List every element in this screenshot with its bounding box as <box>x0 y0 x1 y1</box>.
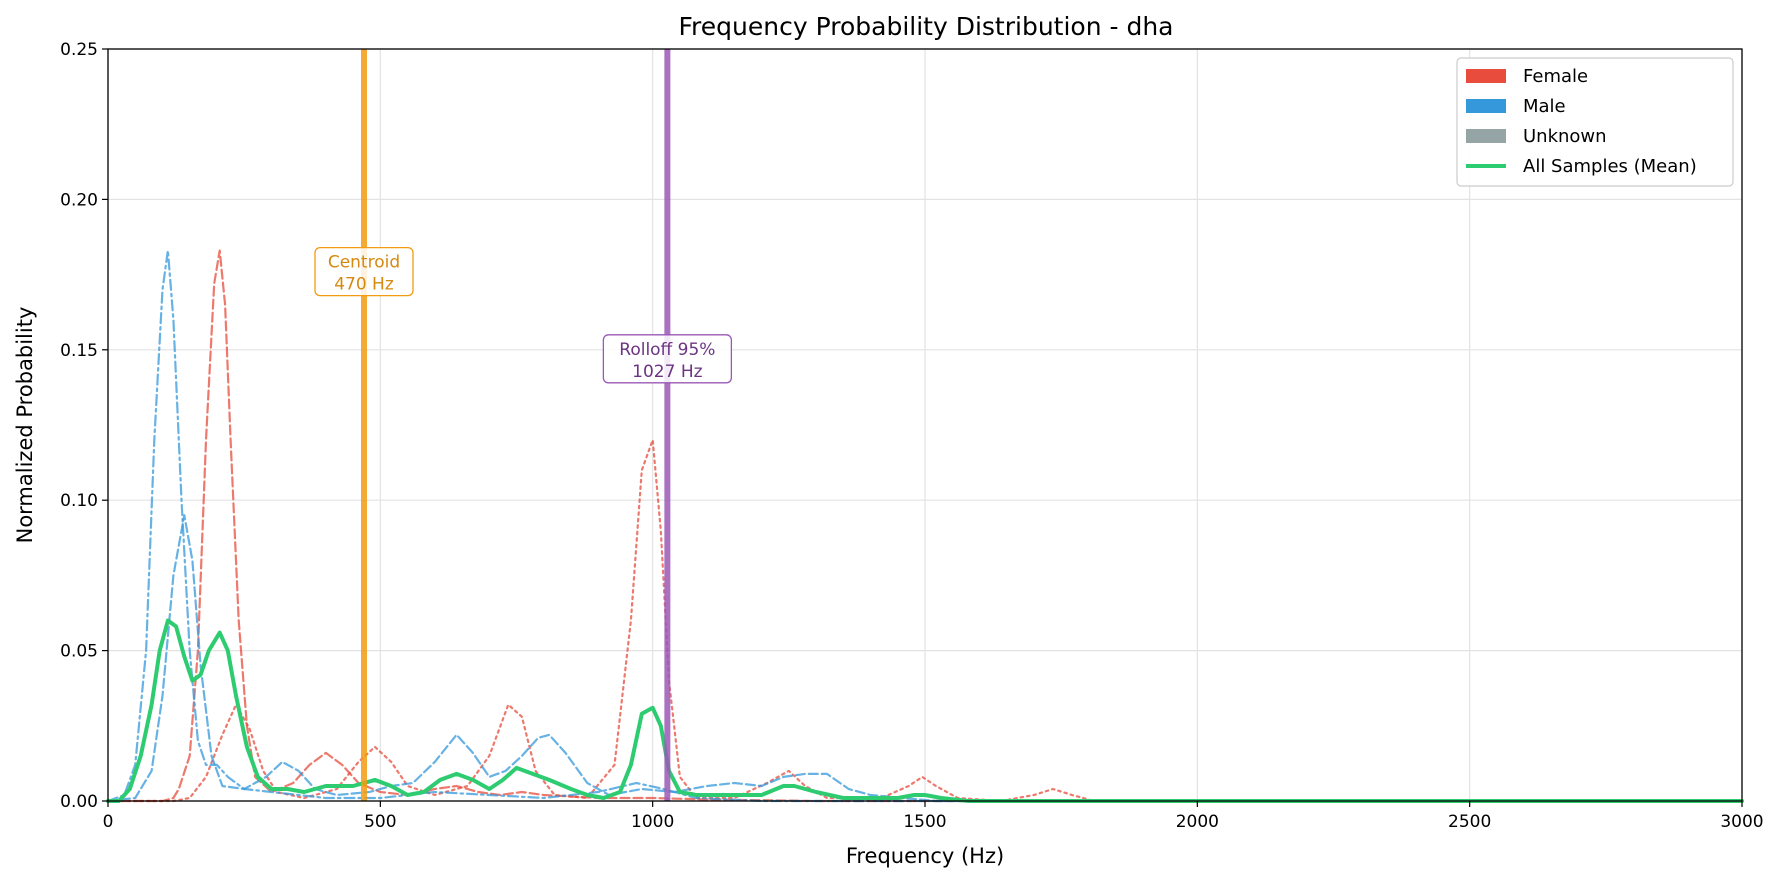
x-tick-label: 1000 <box>631 812 674 832</box>
rolloff-annotation-box <box>602 334 733 384</box>
legend: Female Male Unknown All Samples (Mean) <box>1456 57 1734 187</box>
centroid-annotation-box <box>314 246 414 297</box>
x-tick-label: 500 <box>364 812 396 832</box>
legend-label-all-samples-mean: All Samples (Mean) <box>1523 156 1697 177</box>
series-line-male-dashdot <box>106 249 1744 803</box>
y-tick-label: 0.05 <box>60 642 98 662</box>
y-tick-label: 0.15 <box>60 341 98 361</box>
axis-layer: 0 500 1000 1500 2000 2500 3000 0.00 0.05 0.10 0.15… <box>60 40 1763 832</box>
rolloff-label: Rolloff 95% <box>619 340 715 360</box>
legend-label-male: Male <box>1523 96 1566 117</box>
legend-swatch-female <box>1466 69 1506 83</box>
x-tick-label: 0 <box>103 812 114 832</box>
x-tick-label: 2000 <box>1176 812 1219 832</box>
series-line-male-dashed <box>106 514 1744 803</box>
rolloff-annotation: Rolloff 95%1027 Hz <box>602 334 733 384</box>
legend-box <box>1456 57 1734 187</box>
x-axis-label: Frequency (Hz) <box>846 844 1004 868</box>
y-axis-label: Normalized Probability <box>13 307 37 544</box>
series-line-female-dotted <box>106 438 1744 803</box>
series-line-all-samples-mean-solid <box>106 618 1744 803</box>
rolloff-value-label: 1027 Hz <box>632 362 702 382</box>
centroid-label: Centroid <box>328 253 400 273</box>
y-tick-label: 0.25 <box>60 40 98 60</box>
x-tick-label: 3000 <box>1720 812 1763 832</box>
x-tick-label: 2500 <box>1448 812 1491 832</box>
legend-label-unknown: Unknown <box>1523 126 1607 147</box>
legend-label-female: Female <box>1523 66 1588 87</box>
y-tick-label: 0.20 <box>60 190 98 210</box>
x-tick-label: 1500 <box>903 812 946 832</box>
centroid-value-label: 470 Hz <box>334 275 394 295</box>
y-tick-label: 0.00 <box>60 792 98 812</box>
chart-title: Frequency Probability Distribution - dha <box>679 12 1174 41</box>
y-tick-label: 0.10 <box>60 491 98 511</box>
legend-swatch-unknown <box>1466 129 1506 143</box>
legend-swatch-male <box>1466 99 1506 113</box>
series-layer <box>106 249 1744 803</box>
